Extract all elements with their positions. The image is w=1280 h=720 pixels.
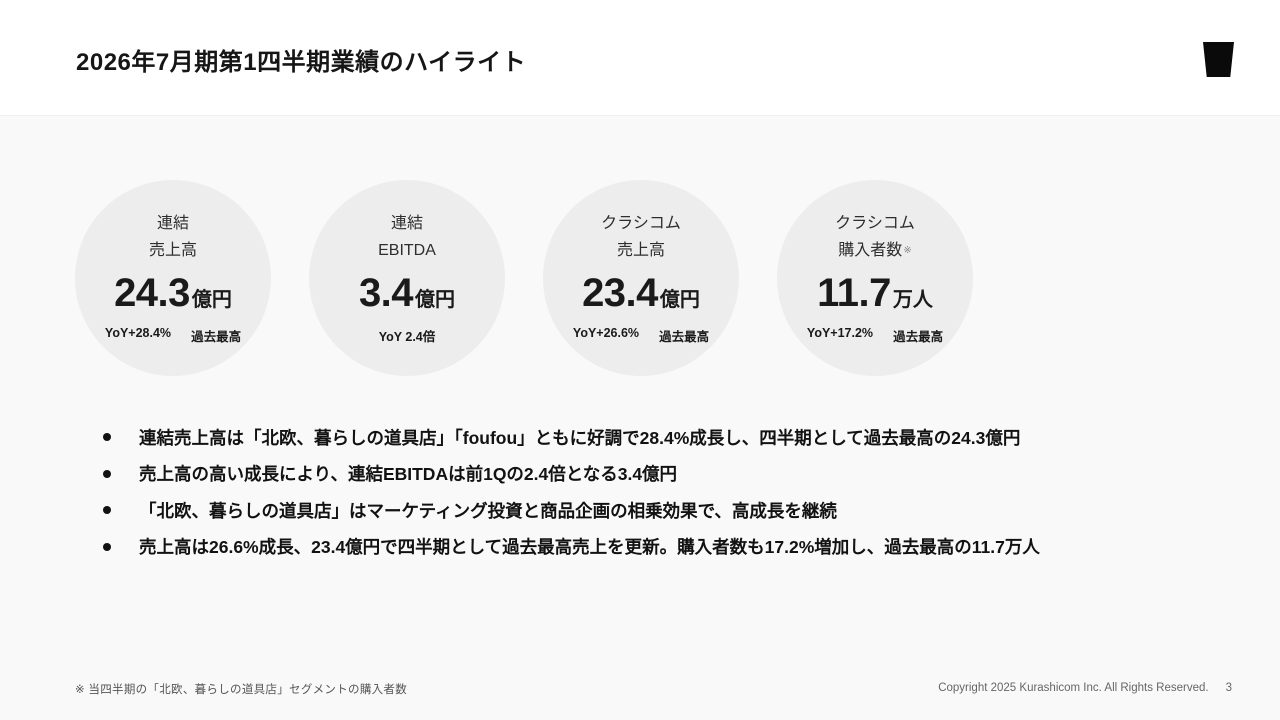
kpi-circle-consolidated-revenue: 連結 売上高 24.3 億円 YoY+28.4% 過去最高 [75,180,271,376]
slide-footer-right: Copyright 2025 Kurashicom Inc. All Right… [938,682,1232,694]
kpi-label-line1: 連結 [390,215,423,233]
kpi-value-row: 23.4 億円 [582,271,700,315]
bullet-icon [103,542,111,551]
footnote: ※ 当四半期の「北欧、暮らしの道具店」セグメントの購入者数 [75,684,408,696]
kpi-label-line2: 売上高 [616,241,665,259]
bullet-list: 連結売上高は「北欧、暮らしの道具店」「foufou」ともに好調で28.4%成長し… [103,419,1193,565]
kpi-circle-kurashicom-revenue: クラシコム 売上高 23.4 億円 YoY+26.6% 過去最高 [543,180,739,376]
bullet-icon [103,469,111,478]
bullet-text: 連結売上高は「北欧、暮らしの道具店」「foufou」ともに好調で28.4%成長し… [139,427,1021,448]
kpi-yoy: YoY 2.4倍 [378,329,436,344]
list-item: 売上高は26.6%成長、23.4億円で四半期として過去最高売上を更新。購入者数も… [103,529,1193,566]
kpi-value-row: 11.7 万人 [817,271,933,315]
kpi-value: 11.7 [817,270,891,315]
kpi-label: 連結 売上高 [149,211,197,264]
kpi-label: クラシコム 購入者数※ [835,211,915,264]
kurashicom-logo-icon [1203,42,1234,77]
bullet-icon [103,506,111,515]
kpi-label-line2: 売上高 [148,241,197,259]
bullet-text: 「北欧、暮らしの道具店」はマーケティング投資と商品企画の相乗効果で、高成長を継続 [139,500,837,521]
kpi-value: 24.3 [114,270,190,315]
kpi-sub: YoY+17.2% 過去最高 [807,326,943,345]
kpi-sub: YoY+26.6% 過去最高 [573,326,709,345]
kpi-label: 連結 EBITDA [378,211,436,264]
kpi-value-row: 3.4 億円 [359,271,455,315]
kpi-sub: YoY+28.4% 過去最高 [105,326,241,345]
kpi-badge: 過去最高 [893,329,944,344]
kpi-label-line2: 購入者数※ [835,238,915,264]
kpi-yoy: YoY+28.4% [104,325,172,340]
kpi-yoy: YoY+26.6% [572,325,640,340]
bullet-icon [103,433,111,442]
copyright: Copyright 2025 Kurashicom Inc. All Right… [938,682,1209,694]
kpi-value: 3.4 [358,270,414,315]
bullet-text: 売上高の高い成長により、連結EBITDAは前1Qの2.4倍となる3.4億円 [139,464,678,485]
kpi-circle-consolidated-ebitda: 連結 EBITDA 3.4 億円 YoY 2.4倍 [309,180,505,376]
kpi-label: クラシコム 売上高 [601,211,681,264]
kpi-value-row: 24.3 億円 [114,271,232,315]
footnote-marker: ※ [903,244,912,256]
kpi-row: 連結 売上高 24.3 億円 YoY+28.4% 過去最高 連結 EBITDA … [75,180,973,376]
page-title: 2026年7月期第1四半期業績のハイライト [76,49,527,76]
kpi-label-text: 購入者数 [838,241,903,259]
kpi-label-line1: クラシコム [601,215,681,233]
kpi-yoy: YoY+17.2% [806,325,874,340]
bullet-text: 売上高は26.6%成長、23.4億円で四半期として過去最高売上を更新。購入者数も… [139,537,1040,558]
kpi-label-line1: 連結 [156,215,189,233]
kpi-circle-kurashicom-buyers: クラシコム 購入者数※ 11.7 万人 YoY+17.2% 過去最高 [777,180,973,376]
list-item: 「北欧、暮らしの道具店」はマーケティング投資と商品企画の相乗効果で、高成長を継続 [103,492,1193,529]
kpi-value: 23.4 [582,270,658,315]
kpi-unit: 億円 [191,288,232,311]
kpi-badge: 過去最高 [659,329,710,344]
kpi-sub: YoY 2.4倍 [379,326,436,345]
kpi-unit: 億円 [415,288,456,311]
page-number: 3 [1225,682,1232,694]
kpi-unit: 万人 [892,288,933,311]
list-item: 連結売上高は「北欧、暮らしの道具店」「foufou」ともに好調で28.4%成長し… [103,419,1193,456]
kpi-label-line2: EBITDA [378,241,436,259]
kpi-unit: 億円 [659,288,700,311]
slide-header: 2026年7月期第1四半期業績のハイライト [0,0,1280,116]
kpi-badge: 過去最高 [191,329,242,344]
list-item: 売上高の高い成長により、連結EBITDAは前1Qの2.4倍となる3.4億円 [103,456,1193,493]
kpi-label-line1: クラシコム [835,215,915,233]
